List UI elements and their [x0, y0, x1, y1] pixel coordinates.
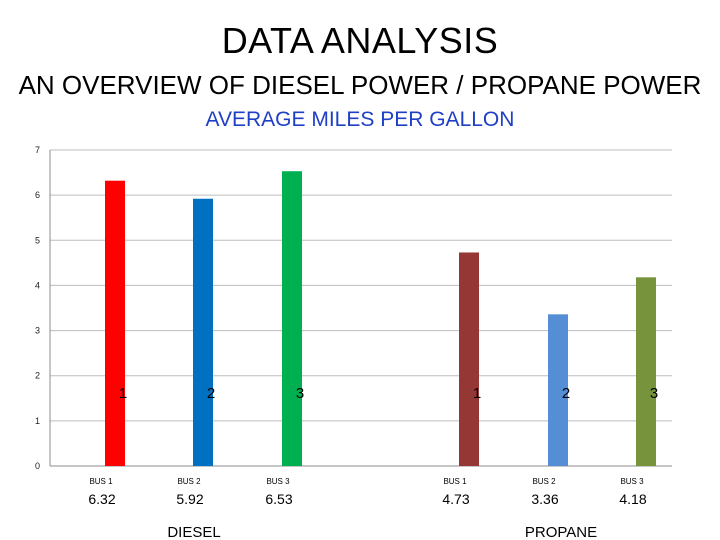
- bar: [459, 252, 479, 466]
- x-tick-label: BUS 1: [89, 477, 113, 486]
- y-tick-label: 2: [35, 371, 40, 381]
- bar-index-label: 2: [207, 385, 215, 402]
- y-tick-label: 4: [35, 280, 40, 290]
- bar: [282, 171, 302, 466]
- chart-title: AVERAGE MILES PER GALLON: [205, 108, 515, 131]
- bar-index-label: 3: [650, 385, 658, 402]
- x-tick-label: BUS 1: [443, 477, 467, 486]
- y-tick-label: 6: [35, 190, 40, 200]
- bar-index-label: 2: [562, 385, 570, 402]
- page-title: DATA ANALYSIS: [221, 20, 499, 61]
- y-tick-label: 1: [35, 416, 40, 426]
- bar: [193, 198, 213, 467]
- data-label: 6.53: [265, 491, 292, 507]
- page-subtitle: AN OVERVIEW OF DIESEL POWER / PROPANE PO…: [18, 70, 702, 100]
- y-tick-label: 5: [35, 235, 40, 245]
- x-tick-label: BUS 3: [266, 477, 290, 486]
- y-tick-label: 3: [35, 326, 40, 336]
- data-label: 5.92: [176, 491, 203, 507]
- bar: [548, 314, 568, 466]
- bar: [636, 277, 656, 466]
- data-label: 6.32: [88, 491, 115, 507]
- bar-index-label: 3: [296, 385, 304, 402]
- y-tick-label: 7: [35, 145, 40, 155]
- group-label: PROPANE: [525, 524, 597, 540]
- bar-index-label: 1: [473, 385, 481, 402]
- x-tick-label: BUS 3: [620, 477, 644, 486]
- data-label: 4.73: [442, 491, 469, 507]
- bar-index-label: 1: [119, 385, 127, 402]
- y-tick-label: 0: [35, 461, 40, 471]
- group-label: DIESEL: [167, 524, 220, 540]
- data-label: 3.36: [531, 491, 558, 507]
- x-tick-label: BUS 2: [532, 477, 556, 486]
- bar: [105, 180, 125, 466]
- x-tick-label: BUS 2: [177, 477, 201, 486]
- data-label: 4.18: [619, 491, 646, 507]
